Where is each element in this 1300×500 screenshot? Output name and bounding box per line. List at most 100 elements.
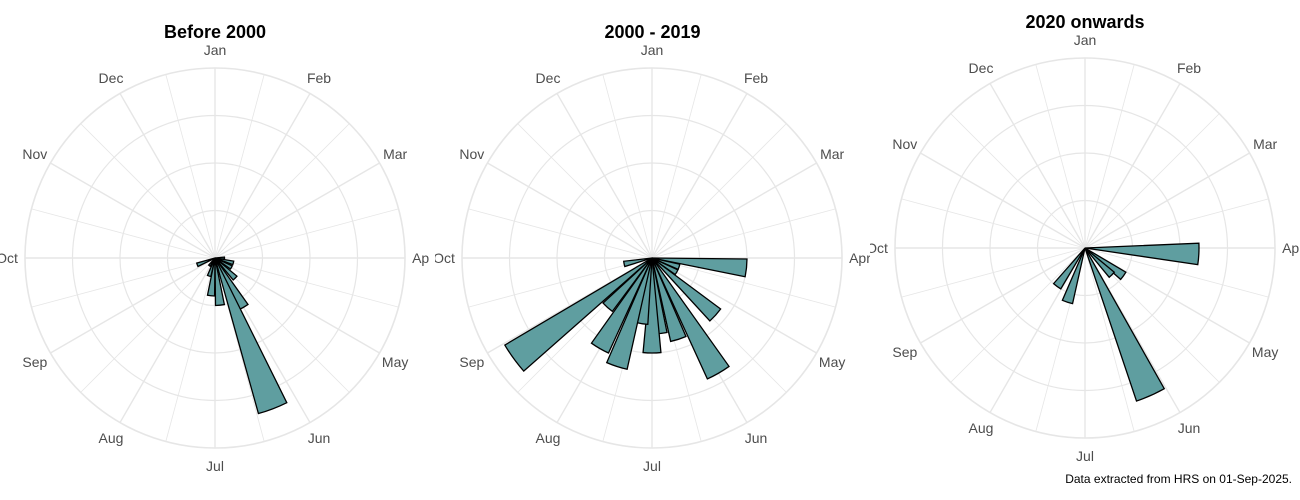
grid-spoke-minor <box>165 74 216 259</box>
bar-wedge <box>651 257 730 380</box>
bar-wedge <box>622 257 653 268</box>
bar-wedge <box>214 256 226 260</box>
bar-wedge <box>1084 247 1116 279</box>
grid-spoke-minor <box>214 208 399 259</box>
grid-spoke-minor <box>950 113 1086 249</box>
bar-wedge <box>651 257 687 343</box>
grid-spoke-minor <box>950 247 1086 383</box>
grid-spoke-major <box>50 257 216 354</box>
bar-wedge <box>214 257 226 307</box>
month-label-jan: Jan <box>1074 32 1097 48</box>
month-label-oct: Oct <box>435 250 455 266</box>
bar-wedge <box>1084 242 1200 266</box>
grid <box>24 67 406 449</box>
month-label-jul: Jul <box>206 458 224 474</box>
bar-wedge <box>206 257 216 278</box>
month-label-aug: Aug <box>99 430 124 446</box>
month-label-sep: Sep <box>22 354 47 370</box>
month-label-jan: Jan <box>204 42 227 58</box>
month-label-oct: Oct <box>870 240 888 256</box>
month-label-jul: Jul <box>643 458 661 474</box>
bar-wedge <box>214 257 238 281</box>
bars <box>1052 242 1200 402</box>
month-label-feb: Feb <box>307 70 331 86</box>
grid <box>461 67 843 449</box>
panel-before-2000: Before 2000 Jan Feb Mar Apr May Jun Jul Aug Sep O… <box>0 0 430 500</box>
bar-wedge <box>207 257 216 268</box>
bars <box>195 256 288 415</box>
grid-spoke-major <box>920 247 1086 344</box>
bar-wedge <box>1061 247 1086 305</box>
month-label-jan: Jan <box>641 42 664 58</box>
month-label-sep: Sep <box>459 354 484 370</box>
grid-spoke-minor <box>214 74 265 259</box>
grid-spoke-minor <box>901 198 1086 249</box>
grid-spoke-minor <box>468 208 653 259</box>
grid-spoke-major <box>989 83 1086 249</box>
grid-spoke-major <box>119 257 216 423</box>
grid-spoke-major <box>214 257 380 354</box>
grid-spoke-minor <box>517 123 653 259</box>
month-label-feb: Feb <box>1177 60 1201 76</box>
grid-spoke-minor <box>901 247 1086 298</box>
polar-chart-2000-2019: Jan Feb Mar Apr May Jun Jul Aug Sep Oct Nov Dec <box>435 42 870 474</box>
month-label-sep: Sep <box>892 344 917 360</box>
grid-spoke-major <box>1084 83 1181 249</box>
grid-spoke-major <box>556 93 653 259</box>
month-label-apr: Apr <box>849 250 870 266</box>
grid-spoke-minor <box>468 257 653 308</box>
grid-spoke-major <box>651 93 748 259</box>
month-label-nov: Nov <box>892 136 917 152</box>
month-label-may: May <box>1252 344 1278 360</box>
grid-spoke-minor <box>31 257 216 308</box>
month-label-jun: Jun <box>308 430 331 446</box>
grid <box>894 57 1276 439</box>
grid-spoke-minor <box>651 208 836 259</box>
month-label-oct: Oct <box>0 250 18 266</box>
panel-title: 2020 onwards <box>1025 12 1145 32</box>
grid-spoke-major <box>651 162 817 259</box>
bar-wedge <box>602 257 653 313</box>
grid-spoke-minor <box>1084 198 1269 249</box>
month-label-may: May <box>819 354 845 370</box>
grid-spoke-minor <box>1035 64 1086 249</box>
month-label-may: May <box>382 354 408 370</box>
grid-spoke-minor <box>1084 247 1269 298</box>
grid-spoke-major <box>214 93 311 259</box>
grid-spoke-minor <box>1084 113 1220 249</box>
polar-chart-2020-onwards: Jan Feb Mar Apr May Jun Jul Aug Sep Oct Nov Dec <box>870 32 1300 464</box>
panel-title: 2000 - 2019 <box>604 22 701 42</box>
month-label-apr: Apr <box>1282 240 1300 256</box>
month-label-jun: Jun <box>1178 420 1201 436</box>
panel-2000-2019: 2000 - 2019 Jan Feb Mar Apr May Jun Jul Aug Sep O… <box>435 0 870 500</box>
month-label-mar: Mar <box>820 146 844 162</box>
month-label-dec: Dec <box>969 60 994 76</box>
grid-spoke-major <box>214 162 380 259</box>
grid-spoke-minor <box>214 257 350 393</box>
month-label-jul: Jul <box>1076 448 1094 464</box>
grid-spoke-major <box>920 152 1086 249</box>
data-source-caption: Data extracted from HRS on 01-Sep-2025. <box>1065 472 1292 486</box>
panel-title: Before 2000 <box>163 22 267 42</box>
bar-wedge <box>1084 247 1166 402</box>
month-label-apr: Apr <box>412 250 430 266</box>
month-label-mar: Mar <box>1253 136 1277 152</box>
month-label-mar: Mar <box>383 146 407 162</box>
bar-wedge <box>605 257 653 371</box>
grid-spoke-major <box>1084 152 1250 249</box>
bar-wedge <box>503 257 653 373</box>
grid-spoke-minor <box>214 123 350 259</box>
grid-spoke-minor <box>651 123 787 259</box>
polar-chart-before-2000: Jan Feb Mar Apr May Jun Jul Aug Sep Oct Nov Dec <box>0 42 430 474</box>
grid-spoke-minor <box>31 208 216 259</box>
bars <box>503 257 748 380</box>
month-label-nov: Nov <box>459 146 484 162</box>
grid-spoke-minor <box>214 257 399 308</box>
month-label-nov: Nov <box>22 146 47 162</box>
bar-wedge <box>214 257 288 415</box>
bar-wedge <box>651 257 722 322</box>
grid-spoke-major <box>119 93 216 259</box>
grid-spoke-minor <box>1084 247 1135 432</box>
bar-wedge <box>1052 247 1086 290</box>
month-label-aug: Aug <box>536 430 561 446</box>
